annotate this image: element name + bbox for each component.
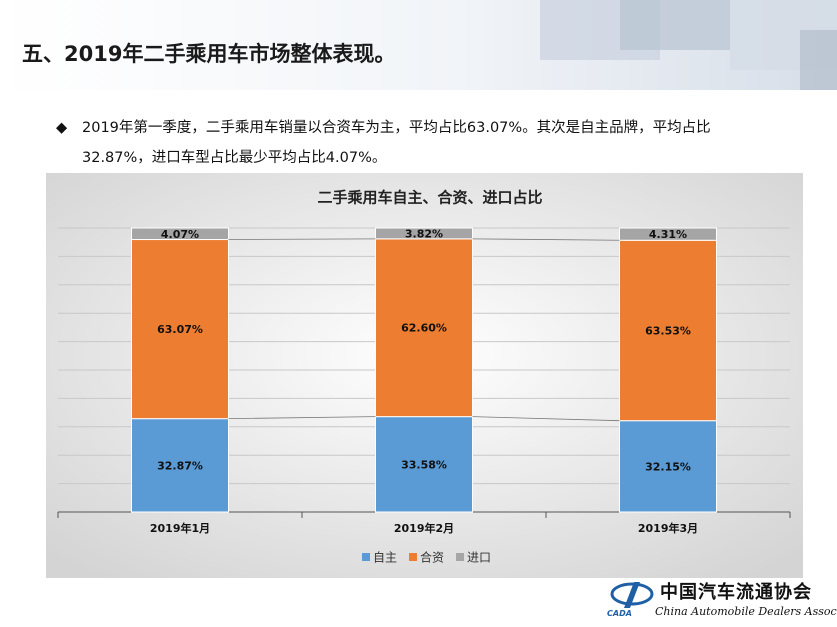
bar-segment <box>375 238 473 418</box>
legend-label: 自主 <box>373 551 397 565</box>
bar-segment <box>131 239 229 420</box>
legend-swatch <box>456 553 465 561</box>
logo-name: 中国汽车流通协会 <box>660 582 812 603</box>
series-line <box>228 416 376 420</box>
series-line <box>228 238 376 240</box>
logo-english: China Automobile Dealers Association <box>655 605 837 618</box>
bar-segment <box>619 239 717 422</box>
bullet-line: 32.87%，进口车型占比最少平均占比4.07%。 <box>82 150 387 166</box>
logo-abbr: CADA <box>607 609 632 618</box>
x-tick-label: 2019年1月 <box>150 521 210 535</box>
data-label: 33.58% <box>401 458 447 471</box>
bar-segment <box>375 416 473 513</box>
bar-segment <box>375 227 473 240</box>
data-label: 63.53% <box>645 324 691 337</box>
data-label: 32.87% <box>157 459 203 472</box>
bullet-text: ◆ 2019年第一季度，二手乘用车销量以合资车为主，平均占比63.07%。其次是自… <box>56 113 711 173</box>
data-label: 4.07% <box>161 228 199 241</box>
data-label: 3.82% <box>405 227 443 240</box>
logo-icon <box>610 582 654 608</box>
chart-title: 二手乘用车自主、合资、进口占比 <box>317 189 542 207</box>
bar-segment <box>619 420 717 513</box>
legend-label: 进口 <box>467 551 491 565</box>
bullet-line: ◆ 2019年第一季度，二手乘用车销量以合资车为主，平均占比63.07%。其次是自… <box>56 120 711 136</box>
x-tick-label: 2019年2月 <box>394 521 454 535</box>
bar-segment <box>131 418 229 513</box>
series-line <box>472 238 620 241</box>
bar-segment <box>131 227 229 241</box>
bar-segment <box>619 227 717 241</box>
legend-swatch <box>362 553 370 561</box>
series-line <box>472 416 620 422</box>
data-label: 4.31% <box>649 228 687 241</box>
header-band: 五、2019年二手乘用车市场整体表现。 <box>0 0 837 90</box>
text: 2019年第一季度，二手乘用车销量以合资车为主，平均占比63.07%。其次是自主… <box>82 120 711 136</box>
slide-title: 五、2019年二手乘用车市场整体表现。 <box>22 42 396 66</box>
data-label: 32.15% <box>645 460 691 473</box>
x-tick-label: 2019年3月 <box>638 521 698 535</box>
data-label: 63.07% <box>157 323 203 336</box>
header-decoration <box>540 0 837 90</box>
legend-swatch <box>409 553 418 561</box>
data-label: 62.60% <box>401 322 447 335</box>
legend-label: 合资 <box>420 550 444 565</box>
